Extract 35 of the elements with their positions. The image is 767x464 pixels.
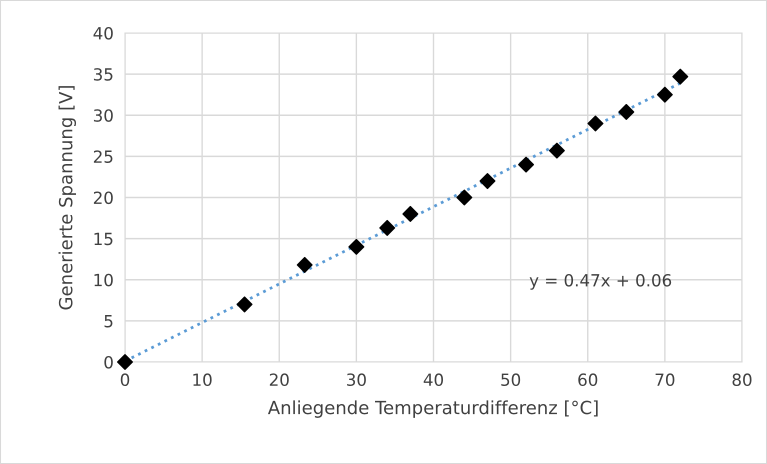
point: [456, 190, 472, 206]
point: [117, 354, 133, 370]
x-tick-label: 0: [120, 373, 130, 386]
point: [548, 142, 565, 159]
x-tick-label: 80: [732, 373, 752, 386]
y-tick-label: 40: [93, 26, 113, 40]
point: [672, 68, 688, 85]
point: [402, 206, 418, 222]
y-tick-label: 25: [94, 150, 112, 163]
y-tick-label: 30: [94, 109, 113, 122]
point: [587, 115, 604, 132]
point: [348, 238, 364, 255]
x-tick-label: 50: [501, 373, 520, 386]
point: [480, 173, 496, 190]
x-tick-label: 10: [193, 373, 212, 386]
y-tick-label: 20: [94, 191, 113, 204]
y-axis-title: Generierte Spannung [V]: [58, 86, 76, 310]
x-tick-label: 30: [347, 373, 366, 386]
y-tick-label: 0: [104, 356, 113, 369]
point: [618, 104, 634, 120]
point: [296, 256, 313, 273]
y-tick-label: 15: [94, 232, 112, 246]
x-tick-label: 40: [424, 373, 443, 386]
x-tick-label: 60: [578, 373, 598, 386]
point: [656, 86, 673, 103]
annotation: y = 0.47x + 0.06: [530, 274, 672, 290]
point: [518, 156, 534, 173]
x-axis-title: Anliegende Temperaturdifferenz [°C]: [268, 400, 598, 418]
x-tick-label: 70: [656, 373, 674, 386]
point: [379, 220, 396, 236]
y-tick-label: 5: [104, 315, 112, 328]
x-tick-label: 20: [270, 373, 289, 386]
point: [236, 296, 253, 312]
y-tick-label: 10: [94, 274, 113, 286]
y-tick-label: 35: [94, 68, 112, 81]
